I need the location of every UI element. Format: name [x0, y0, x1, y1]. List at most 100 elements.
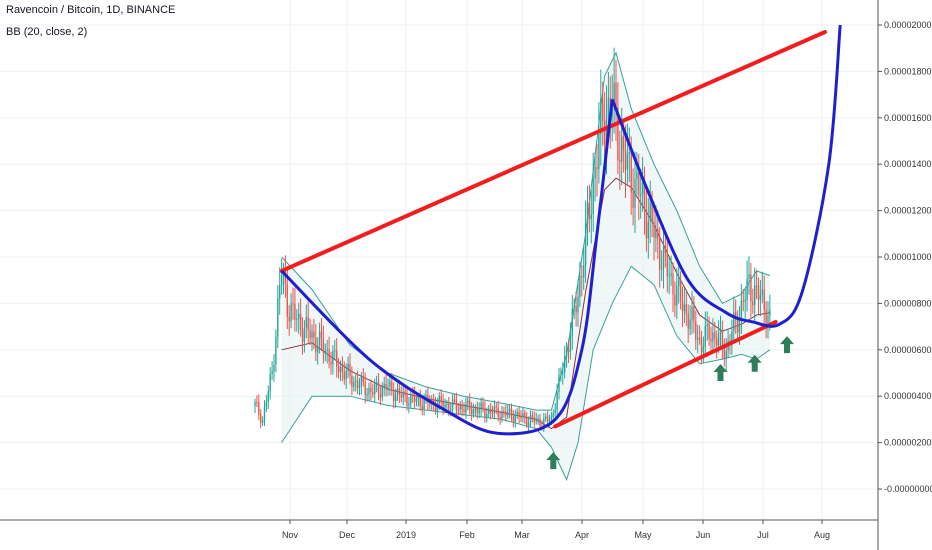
candle-body — [624, 150, 627, 170]
candle-body — [556, 391, 558, 410]
candle-body — [448, 404, 450, 411]
candle-body — [697, 337, 699, 340]
candle-body — [402, 391, 404, 398]
candle-body — [474, 408, 477, 410]
candle-body — [381, 387, 383, 398]
price-axis[interactable]: 0.00002000 0.00001800 0.00001600 0.00001400… — [877, 0, 932, 550]
x-tick-label: May — [634, 530, 652, 540]
candle-body — [254, 402, 256, 406]
candle-body — [529, 415, 532, 423]
candle-body — [543, 418, 545, 427]
candle-body — [721, 329, 724, 348]
up-arrow-icon-0 — [546, 452, 561, 470]
candle-body — [277, 298, 279, 337]
candle-body — [769, 310, 771, 316]
candle-body — [303, 327, 306, 342]
candle-body — [573, 305, 575, 309]
time-axis[interactable]: Nov Dec 2019 Feb Mar Apr May Jun Jul Aug — [0, 519, 878, 540]
candle-body — [655, 228, 657, 238]
candle-body — [759, 294, 762, 300]
candle-body — [670, 273, 672, 276]
indicator-label[interactable]: BB (20, close, 2) — [6, 26, 88, 38]
candle-body — [641, 182, 644, 195]
candle-body — [552, 413, 554, 417]
candle-body — [261, 419, 264, 423]
x-tick-label: Jul — [757, 530, 769, 540]
candle-body — [577, 296, 579, 313]
candle-body — [265, 402, 268, 408]
candle-body — [660, 268, 663, 270]
candle-body — [493, 406, 496, 414]
candle-body — [649, 203, 651, 222]
candle-body — [459, 405, 461, 410]
candle-body — [417, 397, 420, 399]
candle-body — [351, 375, 353, 387]
candle-body — [461, 405, 463, 410]
up-arrow-icon-2 — [747, 354, 762, 372]
candle-body — [280, 274, 283, 286]
candle-body — [440, 396, 442, 402]
candle-body — [451, 399, 454, 410]
candle-body — [465, 404, 467, 413]
candle-body — [486, 413, 488, 417]
candle-body — [558, 374, 560, 392]
curve-cup — [280, 99, 614, 436]
candle-body — [301, 329, 304, 342]
candle-body — [590, 214, 592, 220]
candle-body — [723, 347, 725, 360]
candle-body — [687, 313, 689, 329]
candle-body — [689, 319, 691, 329]
candle-body — [288, 316, 290, 322]
candle-body — [516, 411, 518, 416]
candle-body — [372, 392, 374, 394]
candle-body — [375, 382, 378, 385]
symbol-title[interactable]: Ravencoin / Bitcoin, 1D, BINANCE — [6, 4, 176, 16]
candle-body — [659, 239, 661, 270]
candle-body — [522, 413, 524, 418]
candle-body — [263, 407, 266, 420]
candle-body — [738, 320, 741, 333]
candle-body — [679, 279, 682, 302]
candle-body — [657, 228, 659, 240]
candle-body — [592, 178, 594, 215]
candle-body — [700, 338, 703, 353]
candle-body — [583, 265, 585, 278]
candle-body — [410, 393, 412, 404]
candle-body — [512, 416, 515, 422]
candle-body — [377, 382, 380, 394]
candle-body — [668, 275, 670, 277]
candle-body — [355, 380, 357, 382]
candle-body — [320, 331, 323, 339]
candle-body — [275, 336, 277, 365]
candle-body — [514, 415, 516, 422]
candle-body — [284, 272, 287, 285]
candle-body — [470, 409, 473, 415]
candle-body — [256, 402, 258, 404]
candle-body — [755, 285, 758, 287]
candle-body — [757, 285, 760, 300]
candle-body — [510, 408, 513, 417]
candle-body — [484, 408, 486, 417]
candle-body — [315, 337, 317, 353]
y-tick-label: 0.00000800 — [884, 298, 932, 308]
candle-body — [643, 182, 646, 210]
candle-body — [613, 82, 615, 108]
candle-body — [412, 393, 414, 396]
candle-body — [394, 395, 397, 402]
candle-body — [408, 403, 410, 406]
candle-body — [398, 388, 401, 395]
candle-body — [607, 97, 610, 119]
candle-body — [554, 409, 556, 414]
candle-body — [469, 400, 471, 410]
candle-body — [453, 399, 456, 401]
y-tick-label: 0.00001600 — [884, 113, 932, 123]
candle-body — [710, 338, 712, 342]
x-tick-label: Mar — [514, 530, 530, 540]
candle-body — [541, 425, 543, 427]
candle-body — [415, 398, 418, 402]
candle-body — [560, 374, 562, 376]
candle-body — [298, 313, 300, 319]
candle-body — [605, 118, 608, 145]
candle-body — [706, 323, 708, 327]
